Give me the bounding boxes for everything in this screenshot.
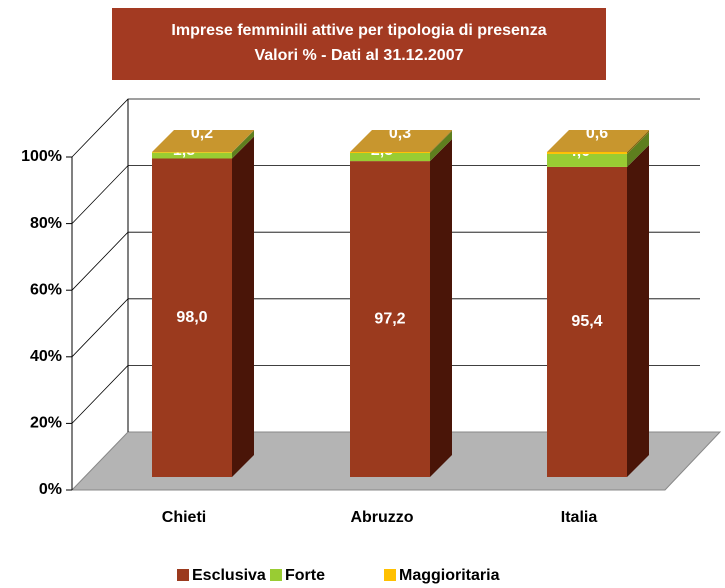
chart-title: Imprese femminili attive per tipologia d…: [171, 22, 546, 39]
legend-swatch: [384, 569, 396, 581]
y-tick-label: 100%: [21, 148, 62, 165]
data-label: 0,6: [586, 125, 608, 142]
legend-swatch: [177, 569, 189, 581]
bar: [350, 161, 430, 477]
x-tick-label: Abruzzo: [350, 509, 413, 526]
chart-subtitle: Valori % - Dati al 31.12.2007: [254, 47, 463, 64]
bar-side: [232, 136, 254, 477]
data-label: 97,2: [374, 310, 405, 327]
bar-side: [430, 130, 452, 162]
bar-side: [232, 130, 254, 159]
bar-top: [547, 130, 649, 152]
x-tick-label: Italia: [561, 509, 598, 526]
grid-line: [71, 231, 700, 291]
title-box: [112, 8, 606, 80]
legend-label: Maggioritaria: [399, 567, 500, 584]
y-tick-label: 60%: [30, 281, 62, 298]
bar: [152, 152, 232, 153]
data-label: 0,2: [191, 125, 213, 142]
y-tick-label: 0%: [39, 481, 62, 498]
bar-side: [627, 130, 649, 154]
bar-side: [627, 131, 649, 167]
legend-label: Forte: [285, 567, 325, 584]
bar-side: [627, 144, 649, 477]
bar-side: [430, 139, 452, 477]
data-label: 95,4: [571, 313, 602, 330]
bar: [350, 152, 430, 162]
bar-top: [152, 130, 254, 152]
bar: [350, 152, 430, 153]
x-tick-label: Chieti: [162, 509, 206, 526]
data-label: 0,3: [389, 125, 411, 142]
bar: [547, 153, 627, 167]
bar-top: [350, 130, 452, 152]
y-tick-label: 20%: [30, 415, 62, 432]
data-label: 98,0: [176, 309, 207, 326]
bar-side: [232, 130, 254, 153]
bar: [547, 166, 627, 477]
bar: [547, 152, 627, 154]
y-tick-label: 80%: [30, 215, 62, 232]
bar: [152, 158, 232, 477]
grid-line: [71, 165, 700, 224]
bar: [152, 152, 232, 159]
grid-line: [71, 364, 700, 424]
legend-label: Esclusiva: [192, 567, 266, 584]
grid-line: [71, 98, 700, 158]
bar-side: [430, 130, 452, 153]
y-tick-label: 40%: [30, 348, 62, 365]
grid-line: [71, 298, 700, 358]
legend-swatch: [270, 569, 282, 581]
